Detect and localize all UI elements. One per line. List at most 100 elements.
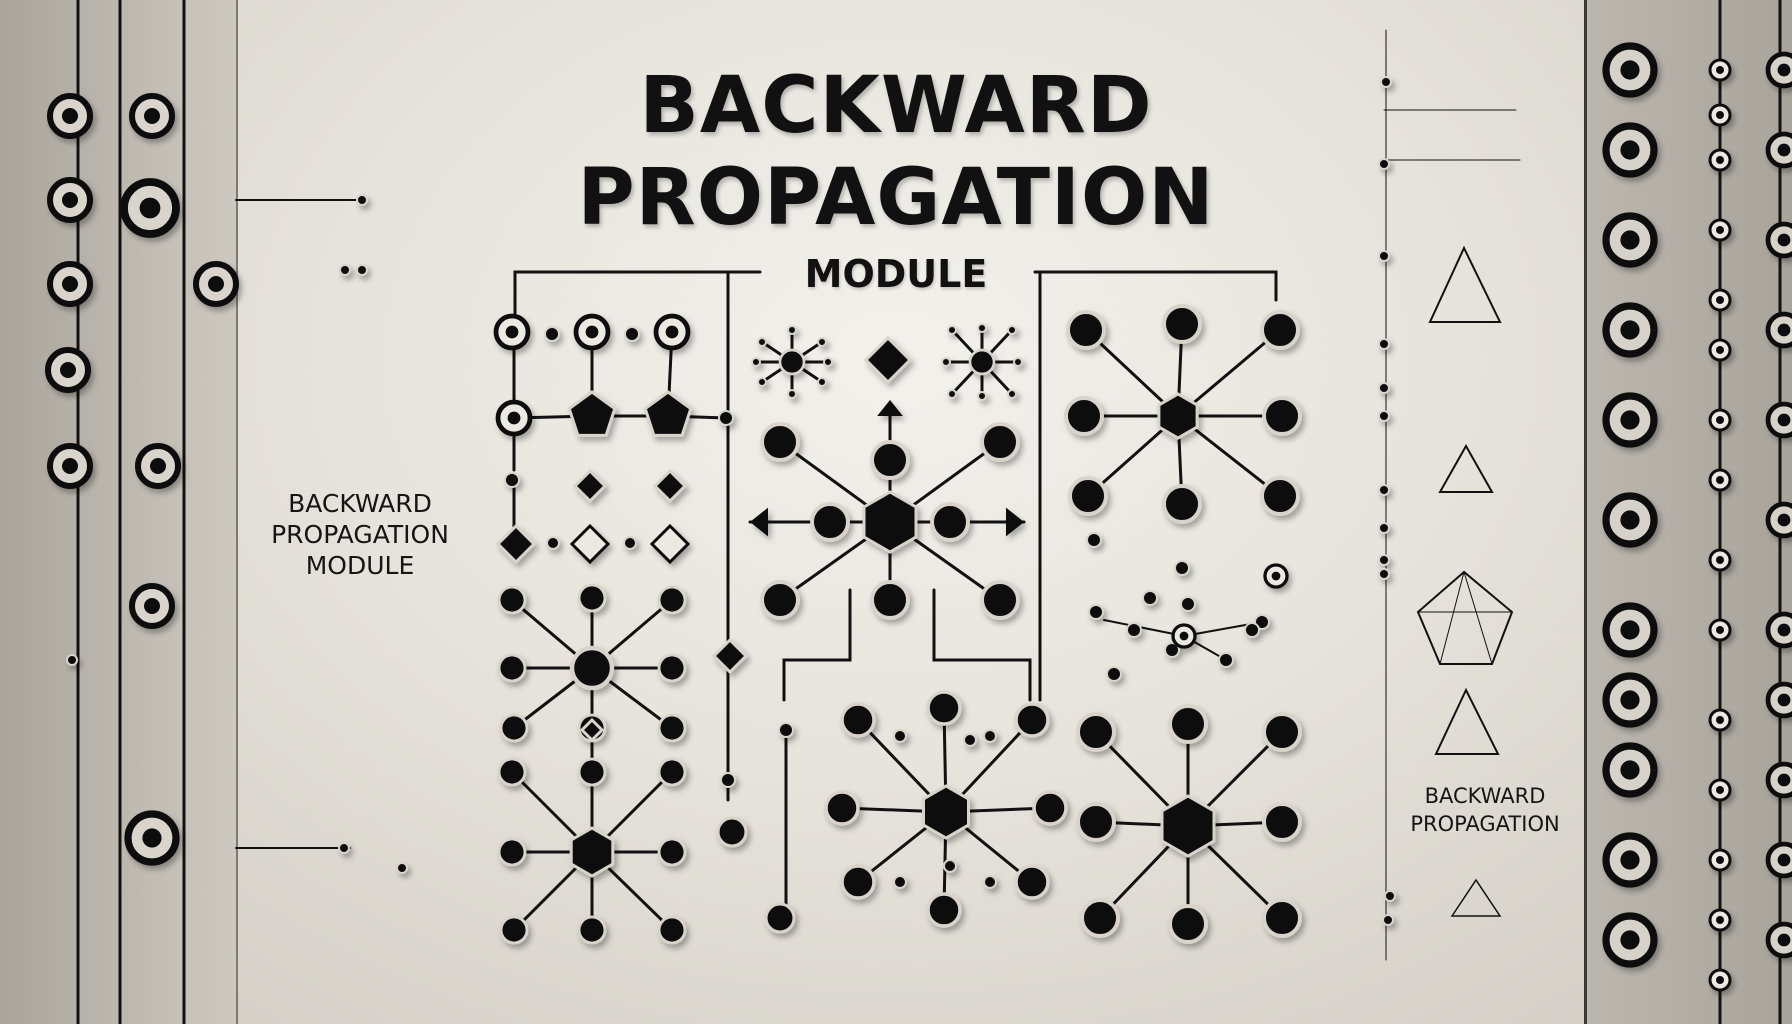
ring-icon	[139, 197, 161, 219]
network-node-icon	[1164, 642, 1180, 658]
network-node-icon	[396, 862, 408, 874]
network-node-icon	[577, 757, 607, 787]
connector-line	[1463, 571, 1493, 665]
network-node-icon	[778, 348, 806, 376]
ring-icon	[1777, 693, 1791, 707]
ring-icon	[1716, 916, 1724, 924]
network-node-icon	[1088, 604, 1104, 620]
network-node-icon	[893, 875, 907, 889]
network-node-icon	[983, 729, 997, 743]
network-node-icon	[720, 772, 736, 788]
ring-icon	[1716, 156, 1724, 164]
ring-icon	[62, 458, 78, 474]
ring-icon	[585, 325, 599, 339]
network-node-icon	[624, 326, 640, 342]
network-node-icon	[977, 391, 987, 401]
left-label-line-3: MODULE	[305, 551, 415, 580]
network-node-icon	[1262, 802, 1302, 842]
ring-icon	[507, 411, 521, 425]
left-label-line-2: PROPAGATION	[271, 520, 449, 549]
triangle-icon	[1434, 687, 1500, 755]
network-node-icon	[577, 583, 607, 613]
network-node-icon	[66, 654, 78, 666]
network-node-icon	[1162, 484, 1202, 524]
title-block: BACKWARD PROPAGATION	[0, 60, 1792, 244]
network-node-icon	[1260, 310, 1300, 350]
network-node-icon	[497, 653, 527, 683]
left-label-line-1: BACKWARD	[288, 489, 432, 518]
network-node-icon	[1068, 476, 1108, 516]
ring-icon	[1620, 410, 1640, 430]
ring-icon	[1777, 513, 1791, 527]
ring-icon	[144, 598, 160, 614]
network-node-icon	[1378, 338, 1390, 350]
network-node-icon	[947, 325, 957, 335]
network-node-icon	[1384, 890, 1396, 902]
network-node-icon	[1260, 476, 1300, 516]
hexagon-hub-icon	[922, 784, 970, 840]
ring-icon	[1777, 323, 1791, 337]
network-node-icon	[1013, 357, 1023, 367]
ring-icon	[505, 325, 519, 339]
network-node-icon	[356, 264, 368, 276]
ring-icon	[1620, 230, 1640, 250]
network-node-icon	[504, 472, 520, 488]
network-node-icon	[1180, 596, 1196, 612]
network-node-icon	[977, 323, 987, 333]
connector-line	[782, 588, 852, 702]
network-node-icon	[657, 713, 687, 743]
network-node-icon	[657, 837, 687, 867]
ring-icon	[62, 108, 78, 124]
ring-icon	[1179, 631, 1189, 641]
network-node-icon	[356, 194, 368, 206]
network-node-icon	[623, 536, 637, 550]
ring-icon	[1716, 556, 1724, 564]
diamond-icon	[649, 523, 691, 565]
title-line-2: PROPAGATION	[577, 153, 1215, 243]
network-node-icon	[716, 816, 748, 848]
pentagon-icon	[643, 390, 693, 437]
network-node-icon	[1378, 250, 1390, 262]
network-node-icon	[546, 536, 560, 550]
connector-line	[1439, 571, 1465, 665]
ring-icon	[1271, 571, 1281, 581]
network-node-icon	[817, 377, 827, 387]
network-node-icon	[499, 713, 529, 743]
hexagon-hub-icon	[569, 826, 615, 878]
ring-icon	[1716, 346, 1724, 354]
network-node-icon	[1380, 76, 1392, 88]
network-node-icon	[577, 915, 607, 945]
ring-icon	[1620, 930, 1640, 950]
network-node-icon	[870, 580, 910, 620]
network-node-icon	[787, 389, 797, 399]
network-node-icon	[963, 733, 977, 747]
network-node-icon	[497, 837, 527, 867]
network-node-icon	[1106, 666, 1122, 682]
ring-icon	[1716, 626, 1724, 634]
network-node-icon	[1378, 158, 1390, 170]
network-node-icon	[893, 729, 907, 743]
diamond-icon	[495, 523, 537, 565]
ring-icon	[1620, 620, 1640, 640]
ring-icon	[1620, 850, 1640, 870]
network-node-icon	[817, 337, 827, 347]
network-node-icon	[1076, 712, 1116, 752]
ring-icon	[1777, 853, 1791, 867]
network-node-icon	[823, 357, 833, 367]
network-node-icon	[339, 264, 351, 276]
ring-icon	[1777, 933, 1791, 947]
network-node-icon	[544, 326, 560, 342]
arrow-icon	[1006, 507, 1024, 537]
triangle-icon	[1450, 878, 1502, 917]
network-node-icon	[778, 722, 794, 738]
ring-icon	[208, 276, 224, 292]
ring-icon	[150, 458, 166, 474]
ring-icon	[1777, 143, 1791, 157]
network-node-icon	[757, 377, 767, 387]
network-node-icon	[757, 337, 767, 347]
ring-icon	[1716, 66, 1724, 74]
network-node-icon	[941, 357, 951, 367]
ring-icon	[1620, 60, 1640, 80]
hexagon-hub-icon	[1160, 794, 1216, 858]
ring-icon	[1777, 623, 1791, 637]
